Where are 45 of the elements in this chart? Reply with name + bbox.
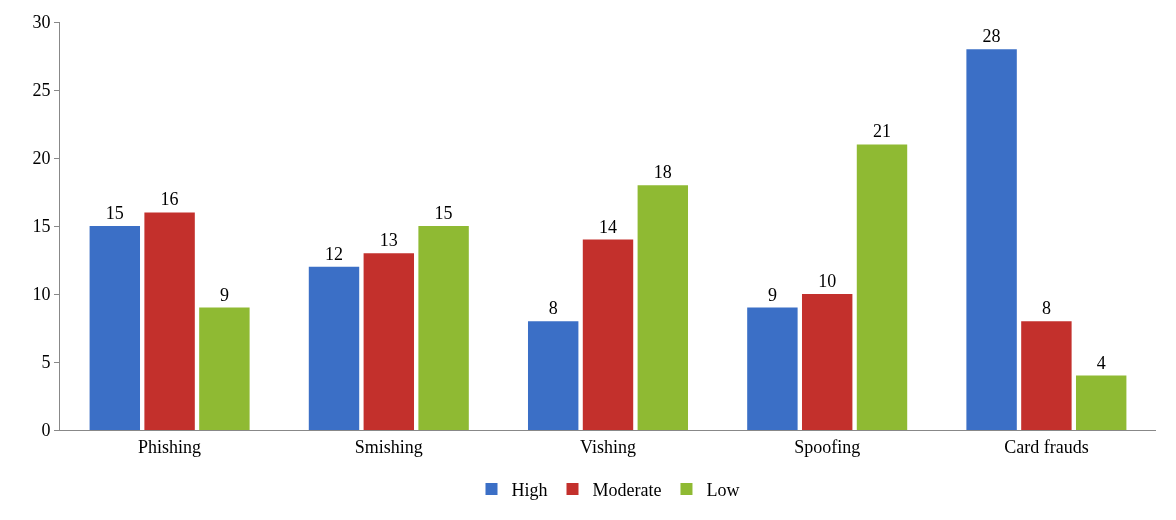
bar <box>89 226 141 430</box>
data-label: 4 <box>1096 352 1106 373</box>
bar <box>199 307 250 430</box>
y-tick-label: 20 <box>32 148 51 169</box>
data-label: 14 <box>599 216 617 237</box>
bar <box>527 321 579 430</box>
bar <box>144 212 195 430</box>
data-label: 12 <box>325 243 343 264</box>
data-label: 16 <box>160 189 179 210</box>
bar <box>966 49 1017 430</box>
y-tick-label: 5 <box>41 352 51 373</box>
data-label: 21 <box>873 121 891 142</box>
x-tick-label: Smishing <box>354 436 423 457</box>
bar <box>363 253 415 430</box>
x-tick-label: Card frauds <box>1004 436 1089 457</box>
data-label: 9 <box>219 284 229 305</box>
y-tick-label: 15 <box>32 216 51 237</box>
data-label: 9 <box>767 284 777 305</box>
bar <box>308 266 360 430</box>
y-tick-label: 10 <box>32 284 51 305</box>
x-tick-label: Spoofing <box>794 436 861 457</box>
x-tick-label: Phishing <box>138 436 202 457</box>
bar <box>747 307 798 430</box>
legend-label: Moderate <box>592 480 662 501</box>
bar <box>1021 321 1072 430</box>
y-tick-label: 25 <box>32 80 51 101</box>
x-tick-label: Vishing <box>580 436 636 457</box>
bar <box>801 294 853 430</box>
data-label: 28 <box>982 26 1001 47</box>
y-tick-label: 0 <box>41 420 51 441</box>
y-tick-label: 30 <box>32 12 51 33</box>
bar <box>582 239 634 430</box>
bar <box>637 185 689 430</box>
data-label: 15 <box>434 203 453 223</box>
data-label: 8 <box>548 298 558 319</box>
bar <box>1075 375 1127 430</box>
data-label: 13 <box>379 230 398 251</box>
legend-label: Low <box>706 480 740 501</box>
data-label: 15 <box>105 203 124 223</box>
bar <box>856 144 908 430</box>
data-label: 10 <box>818 271 837 291</box>
legend-label: High <box>511 480 548 501</box>
bar <box>418 226 469 430</box>
data-label: 8 <box>1041 298 1051 319</box>
data-label: 18 <box>653 162 672 183</box>
